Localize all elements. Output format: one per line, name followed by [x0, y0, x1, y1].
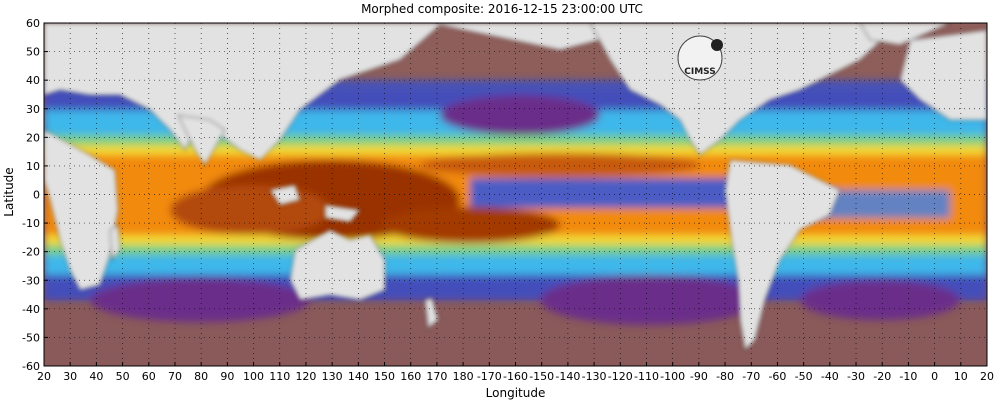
- x-tick-labels: 20 30 40 50 60 70 80 90 100 110 120 130 140 150 160 170…: [37, 370, 994, 383]
- map-title: Morphed composite: 2016-12-15 23:00:00 U…: [361, 2, 643, 16]
- land-new-guinea: [324, 204, 361, 223]
- y-axis-label: Latitude: [2, 167, 16, 217]
- y-tick-label: 60: [26, 17, 40, 30]
- dry-tongue-pacific: [470, 178, 760, 208]
- land-australia: [289, 229, 386, 301]
- x-tick-label: -80: [716, 370, 734, 383]
- grid-lines: [44, 23, 987, 366]
- x-tick-label: 80: [194, 370, 208, 383]
- x-tick-label: 140: [348, 370, 369, 383]
- x-tick-label: -90: [690, 370, 708, 383]
- x-tick-label: 120: [295, 370, 316, 383]
- land-africa: [44, 129, 119, 291]
- y-tick-label: -40: [22, 303, 40, 316]
- x-tick-label: -40: [821, 370, 839, 383]
- x-tick-label: 60: [142, 370, 156, 383]
- x-tick-label: 10: [954, 370, 968, 383]
- x-tick-label: -60: [768, 370, 786, 383]
- x-tick-label: -110: [634, 370, 659, 383]
- x-tick-label: -50: [795, 370, 813, 383]
- y-tick-labels: 60 50 40 30 20 10 0 -10 -20 -30 -40 -50 -60: [22, 17, 40, 373]
- land-new-zealand: [424, 297, 439, 329]
- cimss-logo: CIMSS: [677, 35, 723, 81]
- x-tick-label: 70: [168, 370, 182, 383]
- x-tick-label: 20: [37, 370, 51, 383]
- x-tick-label: 0: [931, 370, 938, 383]
- x-tick-label: 180: [453, 370, 474, 383]
- x-tick-label: 160: [400, 370, 421, 383]
- logo-text: CIMSS: [684, 67, 715, 77]
- land-south-america: [724, 159, 841, 351]
- x-tick-label: -20: [873, 370, 891, 383]
- x-tick-label: 20: [980, 370, 994, 383]
- x-tick-label: 130: [322, 370, 343, 383]
- dry-pool-sp: [540, 275, 760, 325]
- x-tick-label: -160: [503, 370, 528, 383]
- x-tick-label: -120: [608, 370, 633, 383]
- y-tick-label: 30: [26, 103, 40, 116]
- x-tick-label: -30: [847, 370, 865, 383]
- x-tick-label: -130: [582, 370, 607, 383]
- y-tick-label: -10: [22, 217, 40, 230]
- y-tick-label: -50: [22, 331, 40, 344]
- land-india: [177, 114, 226, 166]
- y-tick-label: 10: [26, 160, 40, 173]
- land-north-america: [589, 23, 901, 156]
- warm-pool-west: [170, 185, 330, 235]
- land-masses: [44, 23, 987, 351]
- x-tick-label: -140: [555, 370, 580, 383]
- land-madagascar: [109, 224, 121, 262]
- y-tick-label: 40: [26, 74, 40, 87]
- x-tick-label: 150: [374, 370, 395, 383]
- x-tick-label: -150: [529, 370, 554, 383]
- y-tick-label: 0: [33, 189, 40, 202]
- y-tick-label: 50: [26, 46, 40, 59]
- dry-pool-sio: [90, 278, 310, 322]
- x-axis-label: Longitude: [485, 386, 546, 400]
- x-tick-label: 40: [89, 370, 103, 383]
- land-indonesia-borneo: [269, 184, 301, 206]
- x-tick-label: 110: [269, 370, 290, 383]
- x-tick-label: 90: [220, 370, 234, 383]
- x-tick-label: 30: [63, 370, 77, 383]
- x-tick-label: -100: [660, 370, 685, 383]
- x-tick-label: -10: [899, 370, 917, 383]
- spcz-core: [380, 207, 560, 243]
- dry-pool-sa: [800, 280, 960, 320]
- y-tick-label: -60: [22, 360, 40, 373]
- x-tick-label: -170: [477, 370, 502, 383]
- y-tick-label: -30: [22, 274, 40, 287]
- itcz-north: [420, 153, 700, 177]
- x-tick-label: 170: [426, 370, 447, 383]
- x-tick-label: 100: [243, 370, 264, 383]
- dry-pool-np: [440, 95, 600, 135]
- x-tick-label: 50: [116, 370, 130, 383]
- x-tick-label: -70: [742, 370, 760, 383]
- y-tick-label: 20: [26, 131, 40, 144]
- y-tick-label: -20: [22, 246, 40, 259]
